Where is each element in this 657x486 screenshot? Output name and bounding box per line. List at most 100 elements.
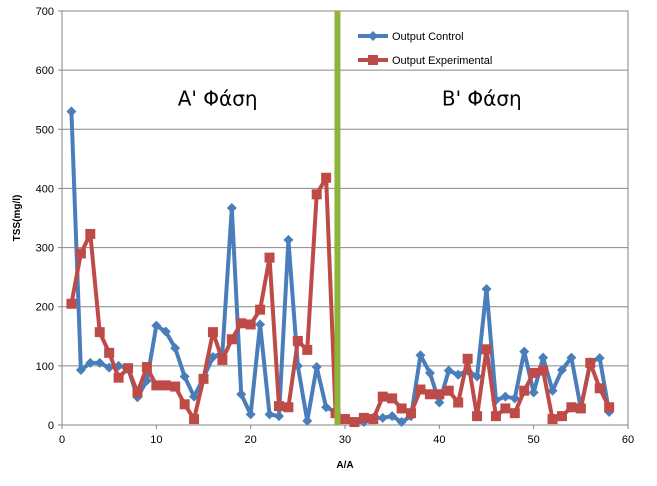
- data-point: [66, 106, 77, 117]
- data-point: [132, 387, 143, 398]
- data-point: [283, 402, 294, 413]
- data-point: [302, 415, 313, 426]
- data-point: [472, 411, 483, 422]
- data-point: [75, 364, 86, 375]
- data-point: [415, 384, 426, 395]
- data-point: [179, 399, 190, 410]
- data-point: [424, 389, 435, 400]
- data-point: [462, 353, 473, 364]
- axes: 0 100 200 300 400 500 600 700 0 10 20 30 40 50 60: [36, 6, 634, 446]
- data-point: [566, 402, 577, 413]
- data-point: [160, 326, 171, 337]
- data-point: [500, 403, 511, 414]
- data-point: [85, 357, 96, 368]
- data-point: [273, 401, 284, 412]
- data-point: [368, 414, 379, 425]
- data-point: [255, 304, 266, 315]
- data-point: [321, 402, 332, 413]
- x-tick-label: 50: [528, 434, 540, 446]
- data-point: [292, 336, 303, 347]
- data-point: [453, 397, 464, 408]
- y-tick-label: 500: [36, 124, 54, 136]
- data-point: [264, 252, 275, 263]
- data-point: [264, 409, 275, 420]
- x-tick-label: 10: [150, 434, 162, 446]
- data-point: [340, 414, 350, 425]
- x-tick-label: 30: [339, 434, 351, 446]
- data-point: [245, 409, 256, 420]
- data-point: [377, 391, 388, 402]
- phase-label-2: Β' Φάση: [442, 87, 522, 111]
- data-point: [273, 411, 284, 422]
- data-point: [283, 234, 294, 245]
- data-point: [94, 357, 105, 368]
- legend-marker: [368, 55, 378, 65]
- x-tick-label: 0: [59, 434, 65, 446]
- data-point: [396, 417, 407, 428]
- data-point: [75, 248, 86, 259]
- data-point: [406, 408, 417, 419]
- data-point: [170, 381, 181, 392]
- x-tick-label: 40: [433, 434, 445, 446]
- data-point: [443, 385, 454, 396]
- data-point: [66, 298, 77, 309]
- data-point: [604, 402, 615, 413]
- data-point: [509, 408, 520, 419]
- data-point: [189, 414, 200, 425]
- data-point: [226, 334, 237, 345]
- legend-label: Output Control: [392, 31, 464, 43]
- data-point: [424, 367, 435, 378]
- data-point: [104, 347, 115, 358]
- data-point: [207, 327, 218, 338]
- data-point: [528, 367, 539, 378]
- data-point: [349, 417, 360, 428]
- data-point: [575, 403, 586, 414]
- y-axis-title: TSS(mg/l): [12, 195, 23, 242]
- data-point: [226, 202, 237, 213]
- data-point: [490, 411, 501, 422]
- data-point: [189, 391, 200, 402]
- data-point: [538, 365, 549, 376]
- data-point: [94, 327, 105, 338]
- data-point: [311, 362, 322, 373]
- data-point: [151, 320, 162, 331]
- data-point: [358, 412, 369, 423]
- data-point: [245, 319, 256, 330]
- data-point: [236, 389, 247, 400]
- x-tick-label: 60: [622, 434, 634, 446]
- data-point: [481, 283, 492, 294]
- x-tick-label: 20: [245, 434, 257, 446]
- data-point: [481, 344, 492, 355]
- data-point: [415, 350, 426, 361]
- data-point: [528, 387, 539, 398]
- data-point: [387, 411, 398, 422]
- data-point: [566, 352, 577, 363]
- data-point: [453, 369, 464, 380]
- data-point: [434, 389, 445, 400]
- data-point: [179, 371, 190, 382]
- data-point: [170, 343, 181, 354]
- data-point: [104, 362, 115, 373]
- data-point: [151, 380, 162, 391]
- legend-item: Output Control: [358, 31, 464, 43]
- data-point: [509, 393, 520, 404]
- legend-label: Output Experimental: [392, 55, 492, 67]
- data-point: [141, 362, 152, 373]
- data-point: [500, 391, 511, 402]
- data-point: [160, 380, 171, 391]
- y-tick-label: 600: [36, 65, 54, 77]
- data-point: [255, 319, 266, 330]
- data-point: [302, 344, 313, 355]
- data-point: [217, 354, 228, 365]
- data-point: [585, 357, 596, 368]
- data-point: [123, 363, 134, 374]
- data-point: [594, 383, 605, 394]
- data-point: [556, 364, 567, 375]
- data-point: [311, 189, 322, 200]
- annotation-layer: Α' Φάση Β' Φάση: [178, 87, 522, 111]
- legend-marker: [368, 31, 378, 41]
- y-tick-label: 0: [48, 420, 54, 432]
- y-tick-label: 100: [36, 361, 54, 373]
- data-point: [434, 397, 445, 408]
- data-point: [538, 352, 549, 363]
